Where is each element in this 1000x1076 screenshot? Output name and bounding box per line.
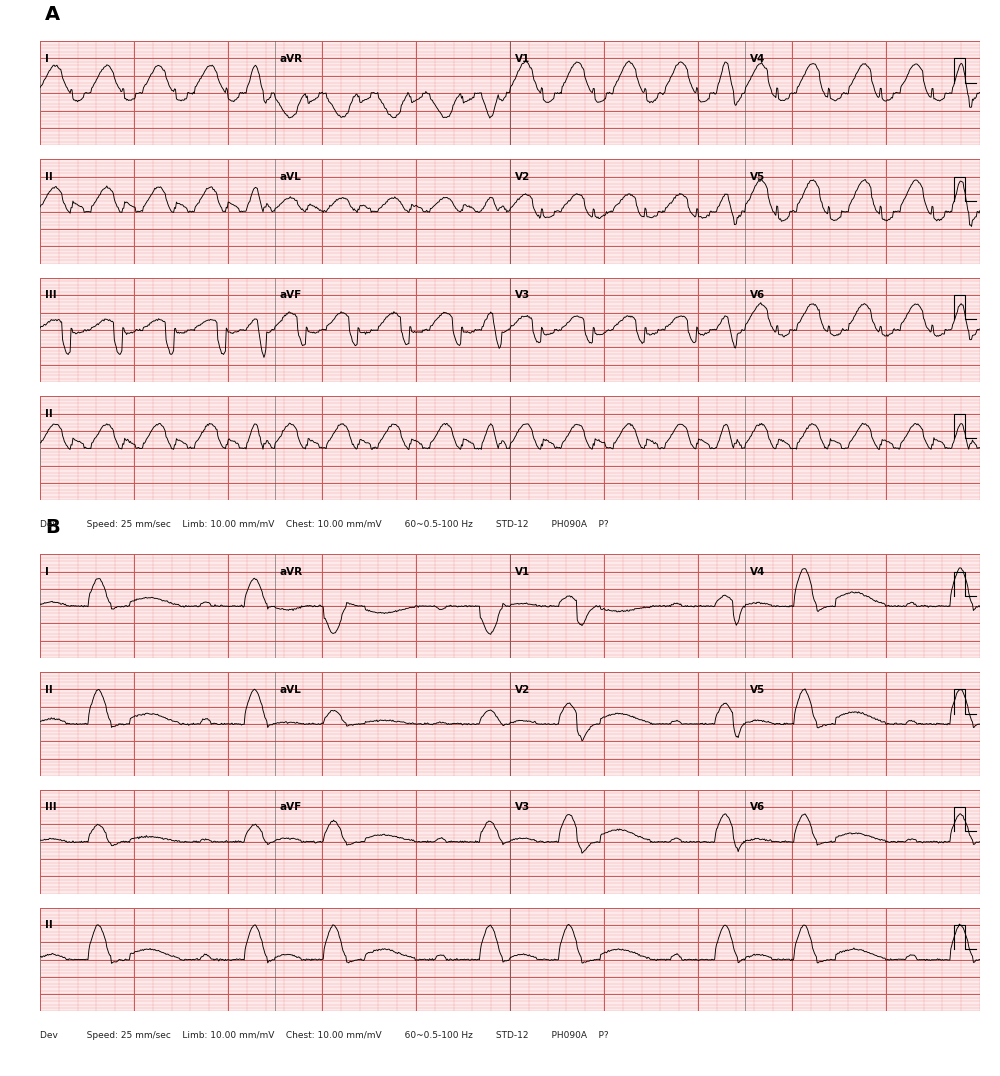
Text: II: II <box>45 684 52 694</box>
Text: III: III <box>45 291 56 300</box>
Text: I: I <box>45 54 49 63</box>
Text: aVR: aVR <box>280 54 303 63</box>
Text: V1: V1 <box>515 54 530 63</box>
Text: III: III <box>45 803 56 812</box>
Text: aVL: aVL <box>280 684 301 694</box>
Text: V5: V5 <box>750 684 765 694</box>
Text: B: B <box>45 518 60 537</box>
Text: V2: V2 <box>515 684 530 694</box>
Text: V6: V6 <box>750 291 765 300</box>
Text: V5: V5 <box>750 172 765 182</box>
Text: aVF: aVF <box>280 803 302 812</box>
Text: II: II <box>45 920 52 930</box>
Text: V4: V4 <box>750 54 765 63</box>
Text: V3: V3 <box>515 291 530 300</box>
Text: aVR: aVR <box>280 567 303 577</box>
Text: Dev          Speed: 25 mm/sec    Limb: 10.00 mm/mV    Chest: 10.00 mm/mV        : Dev Speed: 25 mm/sec Limb: 10.00 mm/mV C… <box>40 1031 609 1039</box>
Text: aVL: aVL <box>280 172 301 182</box>
Text: Dev          Speed: 25 mm/sec    Limb: 10.00 mm/mV    Chest: 10.00 mm/mV        : Dev Speed: 25 mm/sec Limb: 10.00 mm/mV C… <box>40 520 609 528</box>
Text: V2: V2 <box>515 172 530 182</box>
Text: V6: V6 <box>750 803 765 812</box>
Text: A: A <box>45 4 60 24</box>
Text: V3: V3 <box>515 803 530 812</box>
Text: V4: V4 <box>750 567 765 577</box>
Text: II: II <box>45 409 52 419</box>
Text: II: II <box>45 172 52 182</box>
Text: aVF: aVF <box>280 291 302 300</box>
Text: V1: V1 <box>515 567 530 577</box>
Text: I: I <box>45 567 49 577</box>
